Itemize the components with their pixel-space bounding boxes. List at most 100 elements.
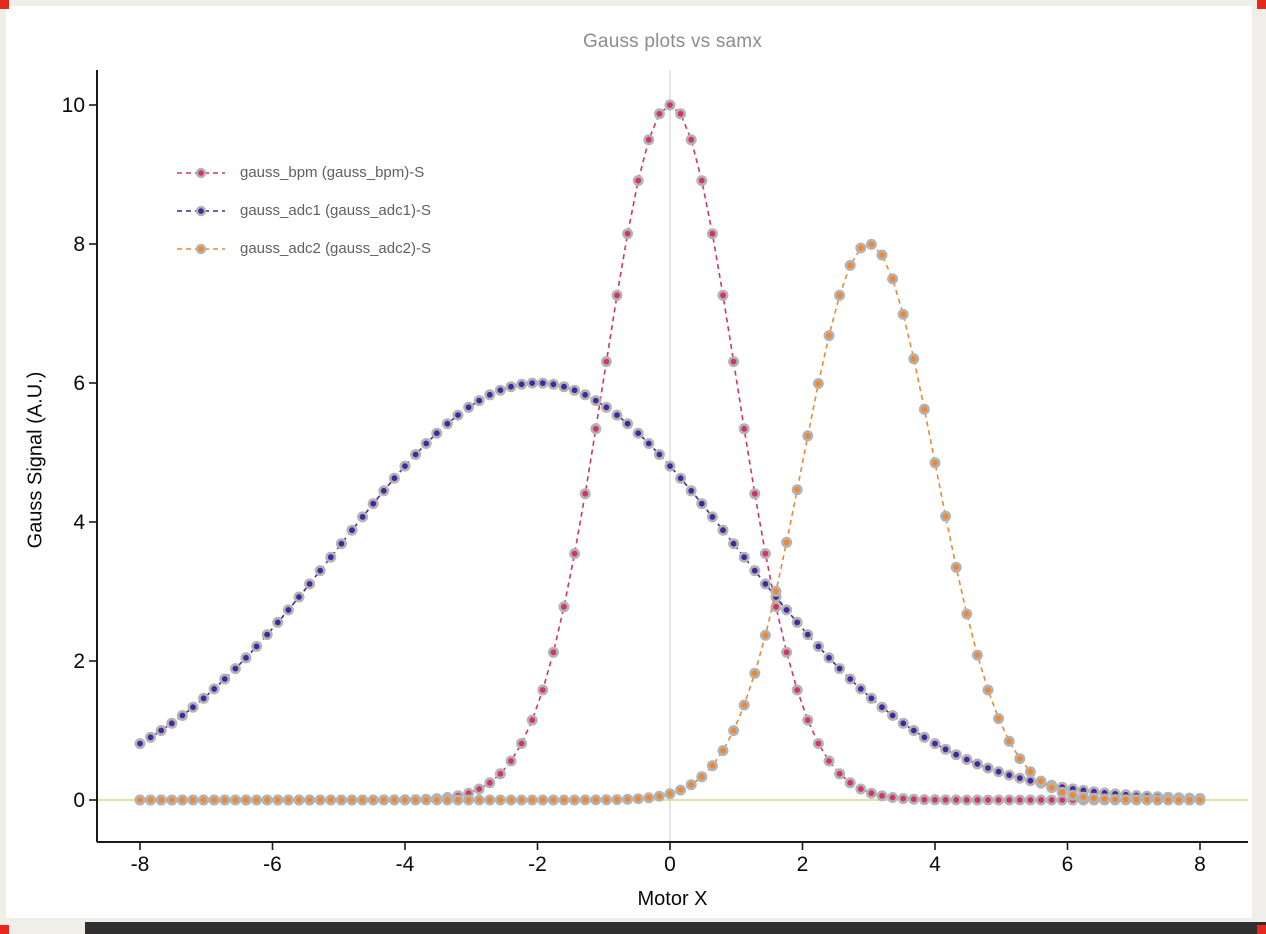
legend-item[interactable]: gauss_adc1 (gauss_adc1)-S (176, 196, 431, 225)
data-point-marker (664, 99, 676, 111)
data-point-marker (685, 134, 697, 146)
data-point-marker (1099, 793, 1111, 805)
data-point-marker (484, 777, 496, 789)
data-point-marker (738, 699, 750, 711)
legend-item[interactable]: gauss_bpm (gauss_bpm)-S (176, 158, 431, 187)
data-point-marker (632, 175, 644, 187)
data-point-marker (208, 683, 220, 695)
data-point-marker (176, 709, 188, 721)
data-point-marker (675, 108, 687, 120)
x-tick-label: 8 (1194, 853, 1206, 876)
data-point-marker (282, 794, 294, 806)
data-point-marker (770, 585, 782, 597)
data-point-marker (410, 448, 422, 460)
data-point-marker (664, 788, 676, 800)
data-point-marker (494, 768, 506, 780)
data-point-marker (812, 640, 824, 652)
data-point-marker (600, 356, 612, 368)
data-point-marker (473, 395, 485, 407)
y-tick-label: 2 (73, 650, 85, 673)
data-point-marker (1014, 794, 1026, 806)
data-point-marker (717, 745, 729, 757)
x-tick-label: -4 (396, 853, 415, 876)
data-point-marker (537, 684, 549, 696)
data-point-marker (219, 673, 231, 685)
data-point-marker (494, 384, 506, 396)
data-point-marker (335, 794, 347, 806)
legend-marker-icon (177, 205, 225, 216)
data-point-marker (664, 460, 676, 472)
data-point-marker (876, 790, 888, 802)
data-point-marker (134, 738, 146, 750)
data-point-marker (738, 551, 750, 563)
data-point-marker (1046, 794, 1058, 806)
data-point-marker (908, 353, 920, 365)
legend-item[interactable]: gauss_adc2 (gauss_adc2)-S (176, 234, 431, 263)
data-point-marker (961, 608, 973, 620)
x-tick-label: 6 (1062, 853, 1074, 876)
y-tick-label: 8 (73, 233, 85, 256)
data-point-marker (569, 794, 581, 806)
data-point-marker (399, 794, 411, 806)
data-point-marker (547, 646, 559, 658)
data-point-marker (579, 488, 591, 500)
data-point-marker (908, 724, 920, 736)
data-point-marker (696, 175, 708, 187)
data-point-marker (706, 511, 718, 523)
data-point-marker (558, 381, 570, 393)
data-point-marker (940, 794, 952, 806)
y-tick-label: 10 (62, 94, 85, 117)
data-point-marker (304, 578, 316, 590)
data-point-marker (304, 794, 316, 806)
data-point-marker (219, 794, 231, 806)
data-point-marker (473, 783, 485, 795)
data-point-marker (208, 794, 220, 806)
chart-title: Gauss plots vs samx (582, 31, 763, 52)
data-point-marker (314, 794, 326, 806)
data-point-marker (187, 794, 199, 806)
data-point-marker (865, 787, 877, 799)
data-point-marker (346, 524, 358, 536)
data-point-marker (738, 423, 750, 435)
data-point-marker (802, 714, 814, 726)
data-point-marker (982, 762, 994, 774)
data-point-marker (558, 794, 570, 806)
data-point-marker (1120, 794, 1132, 806)
data-point-marker (855, 683, 867, 695)
data-point-marker (812, 737, 824, 749)
data-point-marker (388, 472, 400, 484)
data-point-marker (865, 238, 877, 250)
data-point-marker (622, 793, 634, 805)
data-point-marker (887, 273, 899, 285)
data-point-marker (600, 401, 612, 413)
data-point-marker (293, 794, 305, 806)
data-point-marker (812, 377, 824, 389)
x-axis-label: Motor X (637, 888, 708, 910)
data-point-marker (1173, 794, 1185, 806)
data-point-marker (865, 692, 877, 704)
data-point-marker (876, 249, 888, 261)
data-point-marker (537, 377, 549, 389)
data-point-marker (685, 485, 697, 497)
data-point-marker (918, 403, 930, 415)
data-point-marker (526, 794, 538, 806)
data-point-marker (706, 760, 718, 772)
data-point-marker (357, 794, 369, 806)
window-edge-bar (85, 922, 1266, 934)
data-point-marker (272, 616, 284, 628)
data-point-marker (1014, 753, 1026, 765)
data-point-marker (484, 794, 496, 806)
data-point-marker (579, 389, 591, 401)
data-point-marker (929, 738, 941, 750)
data-point-marker (844, 777, 856, 789)
data-point-marker (325, 794, 337, 806)
legend-marker-icon (177, 243, 225, 254)
data-point-marker (579, 794, 591, 806)
data-point-marker (791, 484, 803, 496)
data-point-marker (516, 378, 528, 390)
data-point-marker (357, 511, 369, 523)
data-point-marker (526, 714, 538, 726)
data-point-marker (346, 794, 358, 806)
data-point-marker (918, 794, 930, 806)
